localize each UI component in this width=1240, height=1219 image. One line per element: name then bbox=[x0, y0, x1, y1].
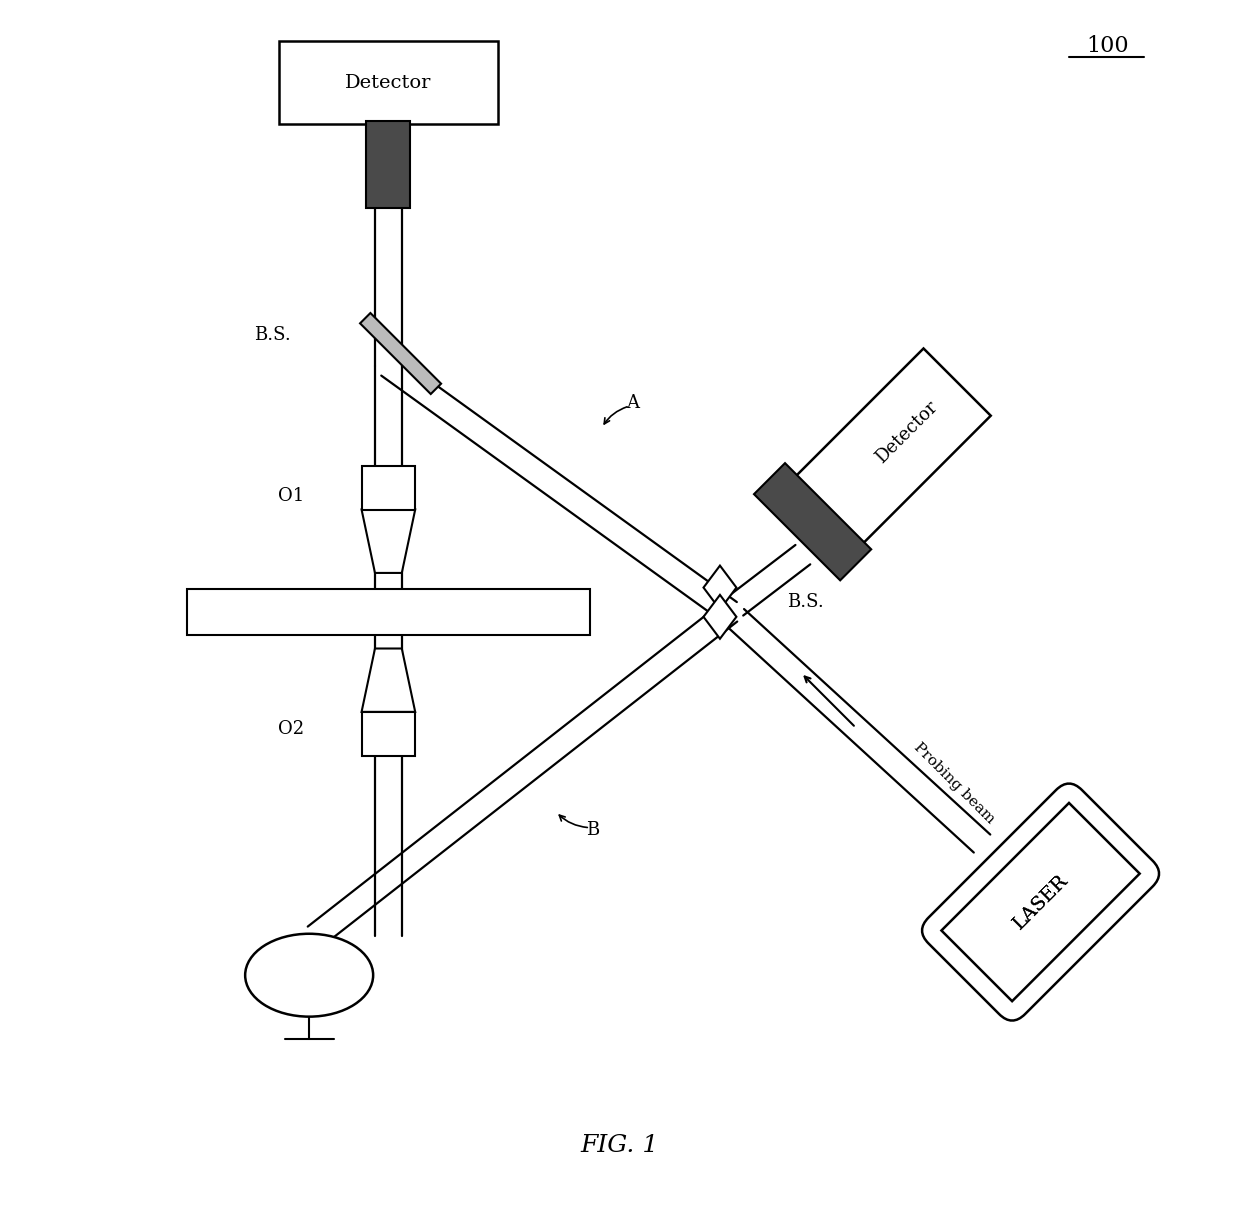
Polygon shape bbox=[362, 510, 415, 573]
Polygon shape bbox=[362, 649, 415, 712]
Bar bbox=[187, 589, 589, 635]
Text: 100: 100 bbox=[1086, 35, 1128, 57]
Bar bbox=[367, 121, 410, 208]
Bar bbox=[754, 463, 872, 580]
Text: Detector: Detector bbox=[345, 74, 432, 91]
Text: LASER: LASER bbox=[1009, 872, 1071, 933]
Text: Detector: Detector bbox=[872, 399, 941, 467]
Polygon shape bbox=[703, 595, 737, 639]
Bar bbox=[360, 313, 441, 394]
Bar bbox=[362, 712, 415, 756]
Polygon shape bbox=[703, 566, 737, 610]
Text: LASER: LASER bbox=[1009, 872, 1071, 933]
Bar bbox=[786, 349, 991, 553]
FancyBboxPatch shape bbox=[279, 41, 498, 124]
Bar bbox=[362, 466, 415, 510]
Text: Probing beam: Probing beam bbox=[910, 740, 997, 826]
Bar bbox=[941, 803, 1140, 1001]
Text: B.S.: B.S. bbox=[787, 594, 823, 611]
Ellipse shape bbox=[246, 934, 373, 1017]
Text: O2: O2 bbox=[278, 720, 304, 737]
Text: A: A bbox=[626, 395, 639, 412]
Text: FIG. 1: FIG. 1 bbox=[580, 1135, 660, 1157]
Text: B.S.: B.S. bbox=[254, 327, 291, 344]
Text: B: B bbox=[587, 822, 599, 839]
FancyBboxPatch shape bbox=[923, 784, 1159, 1020]
Text: O1: O1 bbox=[278, 488, 304, 505]
